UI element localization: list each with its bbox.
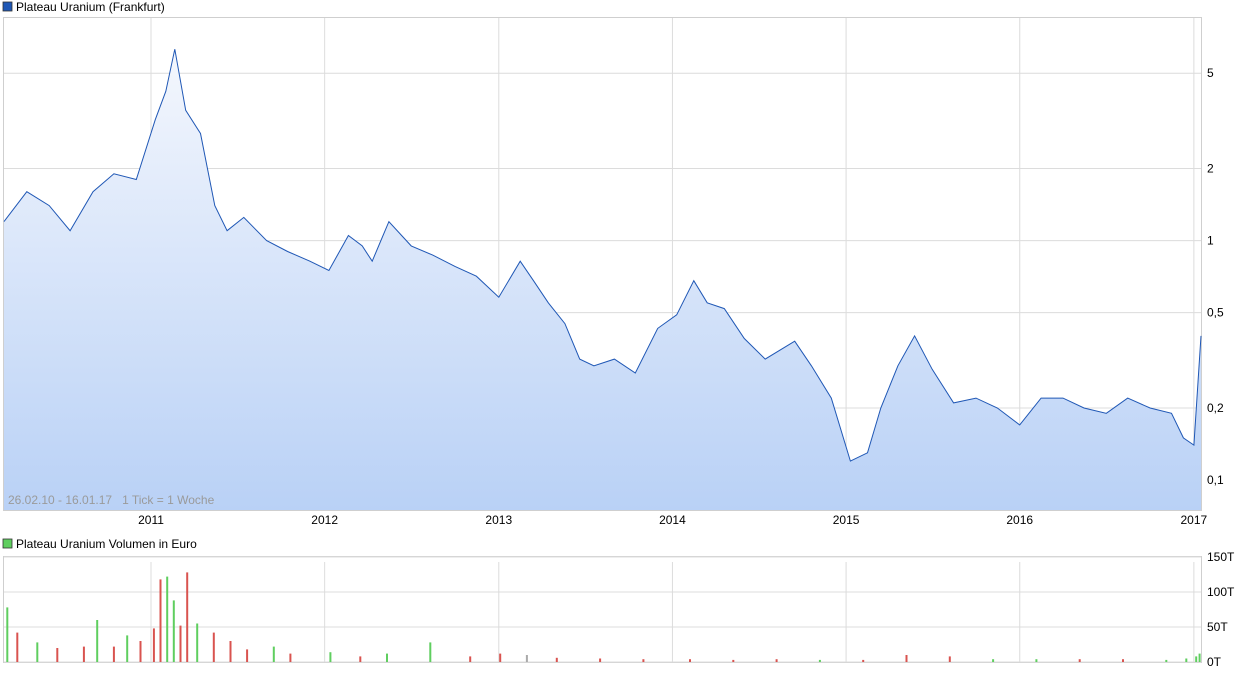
volume-bar xyxy=(386,653,388,662)
y-tick-label: 0,2 xyxy=(1207,401,1224,415)
x-tick-label: 2011 xyxy=(138,513,164,527)
x-tick-label: 2015 xyxy=(833,513,860,527)
volume-y-tick-label: 150T xyxy=(1207,550,1235,564)
volume-bar xyxy=(775,659,778,662)
x-tick-label: 2012 xyxy=(311,513,338,527)
volume-y-tick-label: 50T xyxy=(1207,620,1228,634)
volume-bar xyxy=(689,659,691,662)
volume-bar xyxy=(246,649,249,662)
volume-bar xyxy=(359,656,362,662)
volume-bar xyxy=(172,600,175,662)
volume-bar xyxy=(429,642,432,662)
x-tick-label: 2016 xyxy=(1006,513,1033,527)
volume-bar xyxy=(1122,659,1124,662)
volume-bar xyxy=(112,646,115,662)
x-tick-label: 2013 xyxy=(485,513,512,527)
volume-bar xyxy=(272,646,275,662)
volume-bar xyxy=(6,607,9,662)
volume-bar xyxy=(905,655,908,662)
volume-legend-swatch xyxy=(2,538,13,549)
volume-bar xyxy=(186,572,189,662)
volume-bar xyxy=(96,620,99,662)
volume-bar xyxy=(289,653,292,662)
volume-chart-title: Plateau Uranium Volumen in Euro xyxy=(16,537,197,551)
price-plot-frame xyxy=(3,17,1202,511)
volume-bar xyxy=(152,628,155,662)
volume-bar xyxy=(229,641,232,662)
volume-bar xyxy=(212,632,215,662)
volume-grid xyxy=(4,556,1201,663)
date-range-info: 26.02.10 - 16.01.17 1 Tick = 1 Woche xyxy=(8,493,215,507)
price-area xyxy=(4,49,1201,510)
volume-bar xyxy=(139,641,142,662)
volume-bars xyxy=(6,572,1201,662)
volume-bar xyxy=(948,656,951,662)
y-tick-label: 1 xyxy=(1207,234,1214,248)
x-tick-label: 2014 xyxy=(659,513,686,527)
volume-bar xyxy=(329,652,332,662)
volume-bar xyxy=(1185,658,1188,662)
price-panel: Plateau Uranium (Frankfurt) 5 2 1 0,5 0,2 0,1… xyxy=(2,0,1224,527)
volume-y-tick-label: 0T xyxy=(1207,655,1222,669)
volume-bar xyxy=(179,625,182,662)
volume-bar xyxy=(166,576,169,662)
volume-panel: Plateau Uranium Volumen in Euro 150T 100T… xyxy=(2,537,1235,669)
volume-bar xyxy=(1035,659,1038,662)
volume-bar xyxy=(525,655,528,662)
volume-bar xyxy=(1195,656,1198,662)
price-chart-title: Plateau Uranium (Frankfurt) xyxy=(16,0,165,14)
volume-bar xyxy=(732,659,735,662)
price-line xyxy=(3,49,1202,462)
volume-y-tick-label: 100T xyxy=(1207,585,1235,599)
volume-bar xyxy=(642,659,645,662)
y-tick-label: 0,1 xyxy=(1207,473,1224,487)
price-x-axis: 2011 2012 2013 2014 2015 2016 2017 xyxy=(138,513,1207,527)
price-y-axis: 5 2 1 0,5 0,2 0,1 xyxy=(1207,66,1224,487)
y-tick-label: 5 xyxy=(1207,66,1214,80)
price-legend-swatch xyxy=(2,1,13,12)
volume-bar xyxy=(1078,659,1081,662)
volume-bar xyxy=(992,659,995,662)
volume-plot-frame xyxy=(3,556,1202,663)
volume-bar xyxy=(36,642,39,662)
volume-y-axis: 150T 100T 50T 0T xyxy=(1207,550,1235,669)
y-tick-label: 2 xyxy=(1207,161,1214,175)
volume-bar xyxy=(56,648,59,662)
volume-bar xyxy=(818,659,821,662)
volume-bar xyxy=(1198,653,1201,662)
volume-bar xyxy=(126,635,129,662)
volume-bar xyxy=(555,657,558,662)
volume-bar xyxy=(1165,659,1168,662)
volume-bar xyxy=(82,646,85,662)
volume-bar xyxy=(196,623,199,662)
volume-bar xyxy=(862,659,865,662)
volume-bar xyxy=(159,579,162,662)
x-tick-label: 2017 xyxy=(1181,513,1208,527)
volume-bar xyxy=(469,656,472,662)
volume-bar xyxy=(599,658,602,662)
volume-bar xyxy=(16,632,19,662)
volume-bar xyxy=(499,653,502,662)
y-tick-label: 0,5 xyxy=(1207,306,1224,320)
